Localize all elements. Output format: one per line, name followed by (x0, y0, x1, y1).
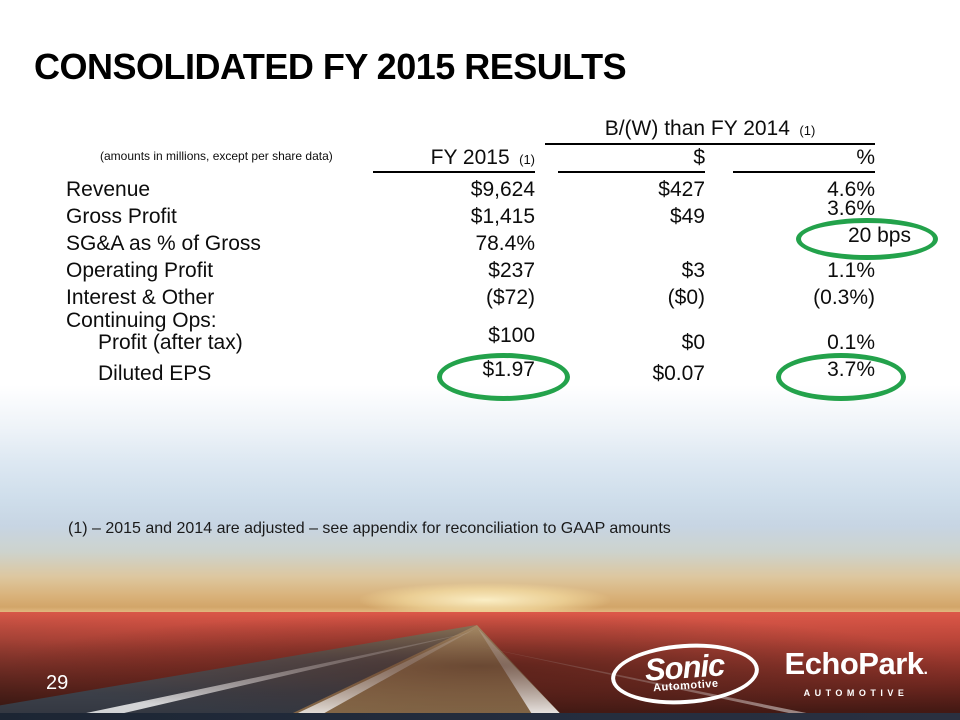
echopark-automotive-logo: EchoPark. AUTOMOTIVE (772, 648, 940, 699)
table-cell-pct: (0.3%) (705, 284, 875, 311)
table-cell-fy: $1,415 (360, 203, 535, 230)
row-value: $0.07 (652, 362, 705, 385)
row-label: Interest & Other (66, 285, 215, 309)
row-label: Profit (after tax) (98, 331, 243, 354)
table-cell-pct: 3.6% (705, 197, 875, 230)
table-cell-label: Profit (after tax) (66, 331, 360, 355)
table-cell-dollar: $49 (535, 203, 705, 230)
table-row: SG&A as % of Gross 78.4% 20 bps (66, 224, 911, 257)
table-row: Gross Profit $1,415 $49 3.6% (66, 197, 875, 230)
horizon-glow (360, 583, 610, 617)
dollar-column-underline (558, 171, 705, 173)
table-cell-dollar: $0.07 (535, 355, 705, 393)
table-cell-dollar: ($0) (535, 284, 705, 311)
fy-column-underline (373, 171, 535, 173)
bottom-dark-strip (0, 713, 960, 720)
table-row: Operating Profit $237 $3 1.1% (66, 257, 875, 284)
table-cell-dollar: $0 (535, 331, 705, 355)
table-cell-label: Operating Profit (66, 257, 360, 284)
row-label: Gross Profit (66, 204, 177, 228)
echopark-logo-text: EchoPark (784, 646, 925, 681)
table-row: Profit (after tax) $100 $0 0.1% (66, 324, 875, 355)
slide-footnote: (1) – 2015 and 2014 are adjusted – see a… (68, 520, 671, 537)
table-row: Continuing Ops: (66, 309, 875, 332)
group-header-label: B/(W) than FY 2014 (604, 117, 790, 140)
row-value: $3 (681, 258, 705, 282)
row-value: ($72) (485, 285, 535, 309)
row-value: ($0) (667, 285, 705, 309)
table-cell-fy: $100 (360, 324, 535, 355)
echopark-logo-mark: . (923, 661, 928, 678)
highlight-ellipse (437, 353, 570, 401)
column-header-dollar: $ (693, 146, 705, 169)
road-shoulder-shadow (0, 612, 960, 720)
table-group-header: B/(W) than FY 2014 (1) (545, 117, 875, 141)
row-label: SG&A as % of Gross (66, 231, 261, 255)
row-value: $9,624 (470, 177, 535, 201)
page-number: 29 (46, 672, 69, 694)
table-cell-label: Gross Profit (66, 203, 360, 230)
slide-title: CONSOLIDATED FY 2015 RESULTS (34, 46, 627, 87)
row-label: Continuing Ops: (66, 309, 217, 332)
row-value: $0 (681, 331, 705, 354)
column-header-fy2015: FY 2015 (1) (373, 146, 535, 170)
row-label: Operating Profit (66, 258, 214, 282)
row-value: 4.6% (827, 177, 875, 201)
table-cell-label: Interest & Other (66, 284, 360, 311)
road-landscape-image (0, 612, 960, 720)
row-label: Revenue (66, 177, 151, 201)
row-value: $237 (488, 258, 535, 282)
column-header-percent: % (856, 146, 875, 169)
echopark-logo-name: EchoPark. (772, 648, 940, 686)
table-cell-pct: 4.6% (705, 176, 875, 203)
group-header-footnote-ref-text: (1) (799, 123, 816, 138)
row-value: $49 (669, 204, 705, 228)
table-cell-label: SG&A as % of Gross (66, 230, 360, 257)
table-cell-label: Revenue (66, 176, 360, 203)
sky-background (0, 0, 960, 613)
row-value: 1.1% (827, 258, 875, 282)
row-value: $1,415 (470, 204, 535, 228)
row-label: Diluted EPS (98, 362, 212, 385)
group-header-underline (545, 143, 875, 145)
table-units-note: (amounts in millions, except per share d… (100, 149, 333, 163)
row-value: 3.6% (827, 196, 875, 220)
table-cell-fy: $237 (360, 257, 535, 284)
row-value: 0.1% (827, 331, 875, 354)
highlight-ellipse (776, 353, 906, 401)
table-cell-dollar: $427 (535, 176, 705, 203)
table-cell-fy: ($72) (360, 284, 535, 311)
highlight-ellipse (796, 218, 938, 260)
table-cell-dollar (535, 311, 705, 331)
table-cell-label: Continuing Ops: (66, 309, 360, 332)
fy-column-label: FY 2015 (430, 146, 510, 169)
table-cell-label: Diluted EPS (66, 355, 360, 393)
table-row: Revenue $9,624 $427 4.6% (66, 176, 875, 203)
echopark-logo-subtitle: AUTOMOTIVE (803, 688, 909, 698)
row-value: $100 (488, 324, 535, 347)
table-cell-dollar: $3 (535, 257, 705, 284)
results-table-body: Revenue $9,624 $427 4.6% Gross Profit $1,415 $… (66, 176, 911, 393)
table-cell-fy: $9,624 (360, 176, 535, 203)
table-cell-pct: 0.1% (705, 331, 875, 355)
fy-footnote-ref-text: (1) (519, 152, 535, 167)
row-value: $427 (658, 177, 705, 201)
percent-column-underline (733, 171, 875, 173)
row-value: (0.3%) (813, 285, 875, 309)
table-cell-pct: 1.1% (705, 257, 875, 284)
table-cell-pct (705, 311, 875, 331)
table-cell-fy: 78.4% (360, 230, 535, 257)
table-cell-dollar (535, 230, 705, 257)
sonic-logo-subtitle: Automotive (652, 677, 719, 694)
row-value: 78.4% (475, 231, 535, 255)
table-row: Interest & Other ($72) ($0) (0.3%) (66, 284, 875, 311)
